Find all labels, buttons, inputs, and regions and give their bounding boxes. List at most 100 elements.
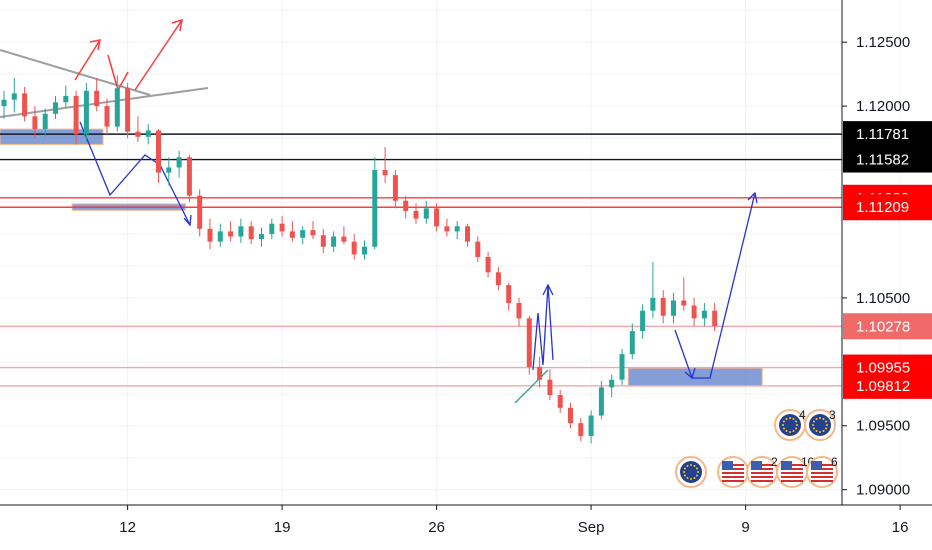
forecast-arrow-blue-1 bbox=[79, 121, 191, 226]
price-tick-label: 1.09500 bbox=[856, 418, 910, 435]
forecast-arrow-red-2 bbox=[134, 19, 183, 91]
candle-body bbox=[63, 95, 69, 103]
candle-body bbox=[22, 93, 28, 117]
candle-body bbox=[588, 415, 594, 436]
candle-body bbox=[712, 310, 718, 327]
eu-flag-icon[interactable] bbox=[675, 456, 707, 488]
candle-body bbox=[104, 106, 110, 127]
candle-body bbox=[310, 230, 316, 236]
candle-body bbox=[228, 231, 234, 237]
candle-body bbox=[176, 157, 182, 168]
candle-body bbox=[32, 116, 38, 130]
candle-body bbox=[568, 407, 573, 424]
candle-body bbox=[145, 130, 151, 137]
trendline-green bbox=[514, 369, 549, 404]
candle-body bbox=[598, 387, 604, 416]
candle-body bbox=[125, 88, 131, 132]
trendline-gray-1 bbox=[0, 49, 151, 96]
candle-body bbox=[259, 233, 264, 240]
candle-body bbox=[372, 170, 378, 247]
candle-body bbox=[660, 297, 666, 316]
candle-body bbox=[444, 226, 450, 232]
candle-body bbox=[640, 310, 646, 332]
candle-body bbox=[269, 223, 275, 234]
badge-count: 3 bbox=[829, 408, 836, 422]
candle-body bbox=[238, 226, 244, 237]
candle-body bbox=[351, 241, 357, 255]
time-tick-label: 9 bbox=[741, 519, 749, 536]
candle-body bbox=[320, 235, 326, 247]
candle-body bbox=[186, 157, 192, 196]
price-tag-label: 1.11582 bbox=[856, 152, 909, 169]
candle-body bbox=[331, 236, 337, 247]
candle-body bbox=[289, 231, 295, 238]
eu-flag-icon[interactable]: 4 bbox=[774, 408, 806, 441]
badge-count: 2 bbox=[771, 455, 778, 469]
candle-body bbox=[73, 95, 79, 135]
price-tag-label: 1.11781 bbox=[856, 126, 909, 143]
event-badges[interactable]: 4 3 2 10 6 bbox=[675, 408, 838, 488]
candle-body bbox=[650, 297, 656, 311]
arrowheads-blue bbox=[183, 191, 758, 380]
trendline-gray-2 bbox=[0, 87, 209, 118]
candle-body bbox=[300, 230, 306, 238]
candle-body bbox=[42, 113, 48, 130]
candle-body bbox=[94, 90, 100, 107]
candle-body bbox=[11, 93, 17, 100]
price-tick-label: 1.10500 bbox=[856, 290, 910, 307]
candle-body bbox=[681, 300, 687, 306]
zone-boxes bbox=[0, 128, 763, 387]
us-flag-icon[interactable]: 2 bbox=[746, 455, 778, 488]
candle-body bbox=[557, 395, 563, 408]
price-tag-bg bbox=[843, 313, 932, 340]
price-axis[interactable]: 1.12500 1.12000 1.10500 1.09500 1.09000 bbox=[841, 0, 910, 505]
candle-body bbox=[279, 223, 285, 232]
candle-body bbox=[382, 170, 388, 176]
badge-count: 6 bbox=[831, 455, 838, 469]
candle-body bbox=[609, 379, 615, 388]
us-flag-icon[interactable]: 6 bbox=[806, 455, 838, 488]
price-tag-label: 1.11209 bbox=[856, 199, 909, 216]
candle-body bbox=[671, 300, 676, 316]
candle-body bbox=[114, 88, 120, 127]
price-tag-label: 1.09812 bbox=[856, 378, 910, 395]
candle-body bbox=[135, 131, 141, 137]
candle-body bbox=[537, 366, 543, 380]
us-flag-icon[interactable]: 10 bbox=[776, 455, 815, 488]
price-tag-label: 1.10278 bbox=[856, 318, 910, 335]
candlestick-series bbox=[1, 75, 718, 444]
candle-body bbox=[506, 285, 512, 303]
eu-flag-icon[interactable]: 3 bbox=[804, 408, 836, 441]
grid-lines bbox=[0, 0, 901, 505]
candle-body bbox=[53, 102, 58, 114]
candle-body bbox=[516, 303, 522, 319]
trend-drawings bbox=[0, 18, 758, 404]
price-tag-bg bbox=[843, 372, 932, 399]
candle-body bbox=[495, 272, 501, 286]
candle-body bbox=[156, 130, 161, 173]
forecast-arrow-blue-2 bbox=[532, 284, 554, 371]
candle-body bbox=[423, 208, 429, 219]
time-axis[interactable]: 12 19 26 Sep 9 16 bbox=[0, 504, 932, 536]
candle-body bbox=[413, 210, 419, 219]
price-tag-label: 1.09955 bbox=[856, 360, 910, 377]
time-tick-label: 16 bbox=[892, 519, 909, 536]
us-flag-icon[interactable] bbox=[717, 456, 749, 488]
forecast-arrow-red-1 bbox=[74, 39, 101, 81]
candle-body bbox=[701, 310, 707, 319]
price-tick-label: 1.12500 bbox=[856, 34, 910, 51]
time-tick-label: Sep bbox=[578, 519, 605, 536]
candle-body bbox=[403, 200, 409, 211]
price-tick-label: 1.09000 bbox=[856, 482, 910, 499]
arrowheads bbox=[89, 18, 183, 51]
candle-body bbox=[207, 228, 213, 242]
candle-body bbox=[248, 226, 254, 240]
price-tick-label: 1.12000 bbox=[856, 98, 910, 115]
forecast-arrow-blue-3 bbox=[674, 192, 756, 379]
candle-body bbox=[465, 226, 470, 242]
candle-body bbox=[1, 99, 7, 107]
time-tick-label: 12 bbox=[119, 519, 136, 536]
demand-zone bbox=[627, 367, 763, 387]
candle-body bbox=[629, 331, 635, 355]
